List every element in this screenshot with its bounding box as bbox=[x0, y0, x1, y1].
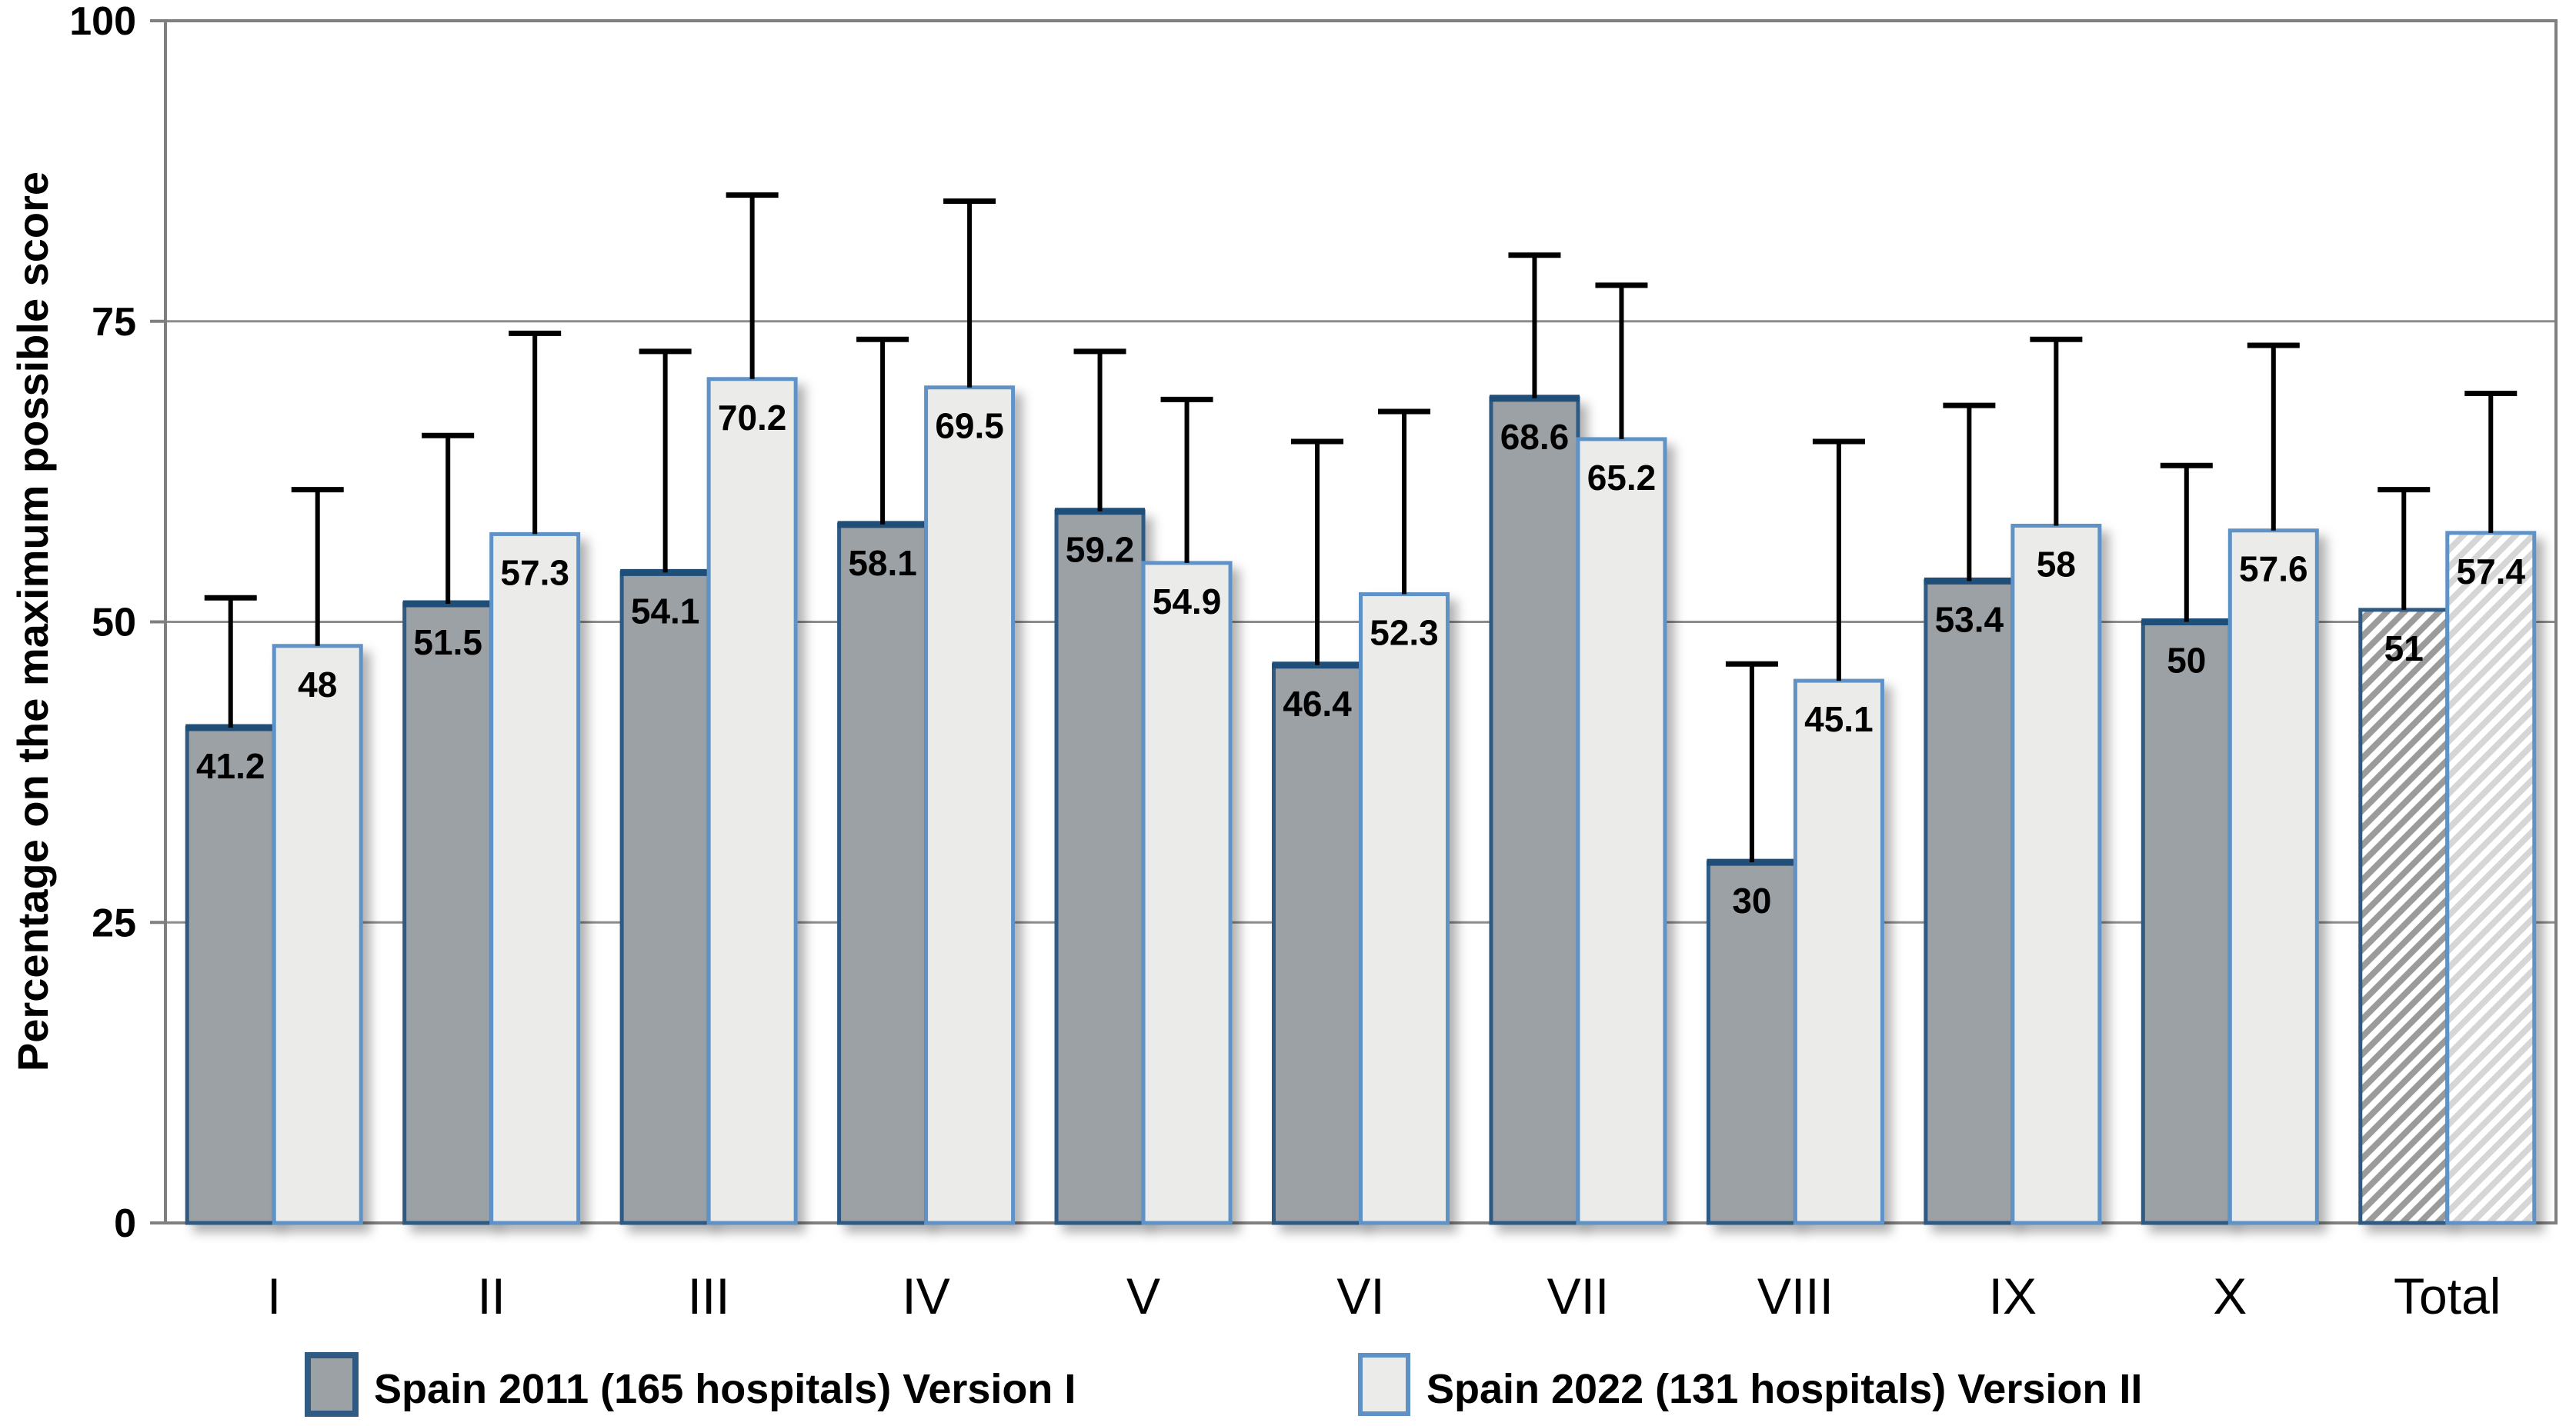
y-tick-label: 75 bbox=[92, 300, 136, 345]
bar-IV-series2 bbox=[924, 385, 1016, 1225]
bar-IX-series1 bbox=[1924, 578, 2015, 1225]
bar-VIII-series1 bbox=[1706, 860, 1797, 1225]
bar-Total-series1 bbox=[2358, 608, 2450, 1225]
bar-V-series2 bbox=[1141, 561, 1233, 1225]
bar-III-series2 bbox=[706, 377, 798, 1225]
y-axis-title: Percentage on the maximum possible score bbox=[8, 172, 57, 1071]
bar-X-series1 bbox=[2141, 620, 2232, 1225]
bar-V-series1 bbox=[1054, 509, 1146, 1225]
x-category-label-II: II bbox=[477, 1268, 506, 1324]
x-category-label-I: I bbox=[267, 1268, 281, 1324]
bar-IV-series1 bbox=[837, 522, 929, 1225]
bar-value-label: 53.4 bbox=[1935, 599, 2004, 639]
bar-value-label: 48 bbox=[298, 665, 337, 705]
bar-value-label: 46.4 bbox=[1283, 684, 1352, 724]
x-category-label-IX: IX bbox=[1989, 1268, 2037, 1324]
legend: Spain 2011 (165 hospitals) Version I Spa… bbox=[305, 1352, 2142, 1417]
x-category-label-VIII: VIII bbox=[1757, 1268, 1834, 1324]
bar-value-label: 58.1 bbox=[848, 543, 917, 583]
y-tick-label: 0 bbox=[114, 1201, 136, 1246]
bar-III-series1 bbox=[619, 570, 711, 1225]
bar-value-label: 58 bbox=[2037, 544, 2076, 584]
y-tick-label: 25 bbox=[92, 901, 136, 945]
bar-II-series2 bbox=[489, 531, 581, 1225]
bar-value-label: 54.1 bbox=[631, 591, 700, 631]
bar-value-label: 50 bbox=[2167, 641, 2206, 681]
bar-VII-series2 bbox=[1576, 437, 1667, 1225]
x-category-label-III: III bbox=[688, 1268, 730, 1324]
bar-value-label: 41.2 bbox=[196, 746, 265, 786]
bar-IX-series2 bbox=[2010, 523, 2102, 1225]
bar-II-series1 bbox=[402, 601, 494, 1225]
legend-item-spain-2022: Spain 2022 (131 hospitals) Version II bbox=[1358, 1353, 2142, 1416]
legend-swatch-spain-2022 bbox=[1358, 1353, 1410, 1416]
y-tick-label: 100 bbox=[69, 0, 136, 44]
x-category-label-Total: Total bbox=[2394, 1268, 2501, 1324]
bar-value-label: 30 bbox=[1732, 881, 1771, 921]
y-tick-label: 50 bbox=[92, 601, 136, 645]
bar-value-label: 51 bbox=[2384, 628, 2424, 668]
bar-value-label: 57.3 bbox=[500, 552, 569, 592]
x-category-label-V: V bbox=[1126, 1268, 1160, 1324]
bar-value-label: 65.2 bbox=[1587, 458, 1657, 498]
bar-value-label: 45.1 bbox=[1804, 699, 1874, 739]
bar-value-label: 51.5 bbox=[413, 622, 482, 662]
bar-value-label: 52.3 bbox=[1370, 613, 1439, 653]
bar-value-label: 54.9 bbox=[1153, 581, 1222, 621]
bar-value-label: 57.6 bbox=[2239, 549, 2308, 589]
bar-VI-series1 bbox=[1272, 663, 1363, 1225]
legend-label-spain-2022: Spain 2022 (131 hospitals) Version II bbox=[1426, 1366, 2142, 1412]
bar-VI-series2 bbox=[1359, 592, 1450, 1225]
legend-label-spain-2011: Spain 2011 (165 hospitals) Version I bbox=[374, 1366, 1076, 1412]
bar-VIII-series2 bbox=[1793, 678, 1884, 1225]
plot-area: 0 25 50 75 100 41.2 48 I 51.5 57.3 II 54.1 70.2 III 58… bbox=[69, 0, 2558, 1324]
bar-VII-series1 bbox=[1489, 396, 1580, 1225]
legend-swatch-spain-2011 bbox=[305, 1352, 359, 1417]
bar-I-series2 bbox=[272, 644, 363, 1225]
bar-value-label: 68.6 bbox=[1500, 417, 1570, 457]
x-category-label-IV: IV bbox=[902, 1268, 949, 1324]
bar-I-series1 bbox=[185, 725, 276, 1225]
x-category-label-VI: VI bbox=[1336, 1268, 1384, 1324]
bar-Total-series2 bbox=[2445, 531, 2537, 1225]
bar-X-series2 bbox=[2227, 528, 2319, 1225]
x-category-label-VII: VII bbox=[1547, 1268, 1610, 1324]
bar-value-label: 69.5 bbox=[935, 406, 1004, 446]
legend-item-spain-2011: Spain 2011 (165 hospitals) Version I bbox=[305, 1352, 1076, 1417]
bar-value-label: 57.4 bbox=[2457, 551, 2526, 591]
x-category-label-X: X bbox=[2213, 1268, 2247, 1324]
bar-value-label: 70.2 bbox=[718, 398, 787, 438]
bar-value-label: 59.2 bbox=[1066, 530, 1135, 570]
